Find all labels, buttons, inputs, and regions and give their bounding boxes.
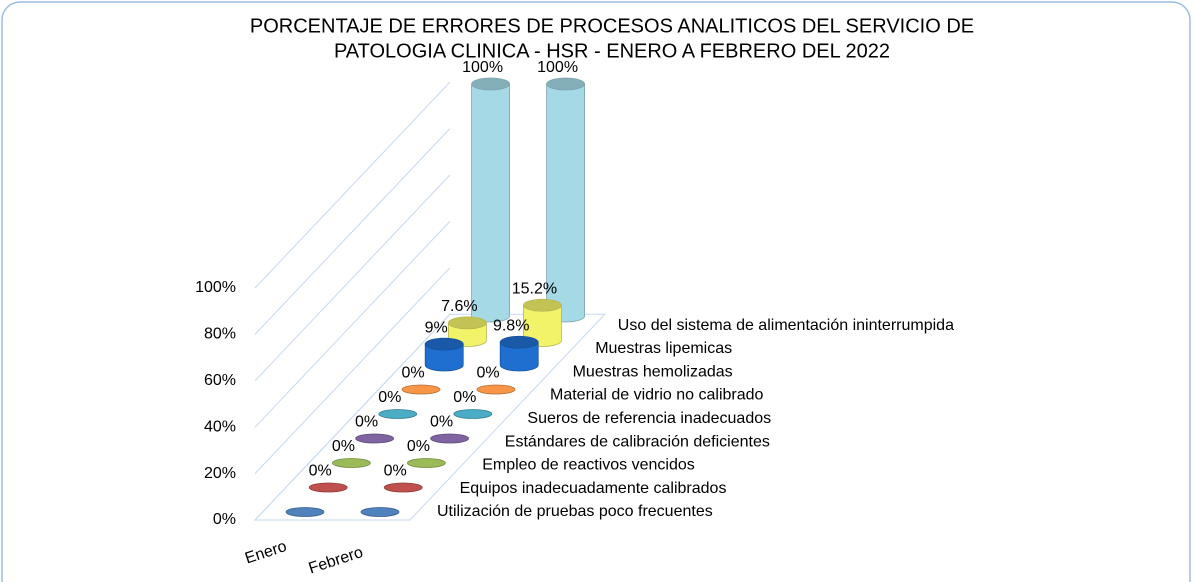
cylinder bbox=[476, 384, 516, 395]
cylinder bbox=[430, 433, 470, 444]
cylinder bbox=[308, 482, 348, 493]
cylinder-top bbox=[453, 409, 493, 419]
cylinder bbox=[471, 77, 511, 323]
cylinder bbox=[285, 507, 325, 517]
cylinder-body bbox=[471, 83, 510, 323]
y-tick-label: 80% bbox=[204, 326, 236, 343]
legend-label: Empleo de reactivos vencidos bbox=[482, 457, 695, 474]
cylinder-top bbox=[471, 77, 511, 91]
grid-line bbox=[254, 174, 451, 382]
data-label: 9.8% bbox=[493, 317, 529, 334]
data-label: 0% bbox=[378, 389, 401, 406]
cylinder bbox=[331, 458, 371, 468]
data-label: 0% bbox=[407, 438, 430, 455]
cylinder bbox=[406, 458, 446, 468]
cylinder-top bbox=[499, 335, 539, 349]
legend-label: Estándares de calibración deficientes bbox=[505, 433, 770, 450]
grid-line bbox=[254, 81, 451, 289]
cylinder bbox=[424, 337, 464, 372]
data-label: 15.2% bbox=[512, 280, 557, 297]
cylinder-top bbox=[308, 482, 348, 493]
data-label: 0% bbox=[430, 414, 453, 431]
y-tick-label: 20% bbox=[204, 465, 236, 482]
cylinder bbox=[447, 316, 487, 347]
y-tick-label: 60% bbox=[204, 372, 236, 389]
y-tick-label: 100% bbox=[195, 279, 236, 296]
data-label: 9% bbox=[425, 319, 448, 336]
legend-label: Muestras hemolizadas bbox=[573, 363, 733, 380]
data-label: 0% bbox=[476, 365, 499, 382]
cylinder-top bbox=[360, 507, 400, 517]
grid-line bbox=[254, 221, 451, 428]
data-label: 0% bbox=[355, 414, 378, 431]
cylinder bbox=[453, 409, 493, 419]
cylinder bbox=[401, 384, 441, 395]
y-tick-label: 40% bbox=[204, 418, 236, 435]
cylinder bbox=[378, 409, 418, 419]
y-tick-label: 0% bbox=[213, 511, 236, 528]
cylinder-top bbox=[378, 409, 418, 419]
data-label: 100% bbox=[462, 59, 503, 76]
cylinder-top bbox=[546, 77, 585, 91]
cylinder-top bbox=[447, 316, 487, 330]
cylinder-top bbox=[424, 337, 464, 351]
cylinder-body bbox=[424, 343, 464, 372]
chart-title: PATOLOGIA CLINICA - HSR - ENERO A FEBRER… bbox=[334, 40, 890, 62]
legend-label: Sueros de referencia inadecuados bbox=[527, 410, 771, 427]
legend-label: Equipos inadecuadamente calibrados bbox=[460, 480, 727, 497]
data-label: 0% bbox=[453, 389, 476, 406]
legend-label: Uso del sistema de alimentación ininterr… bbox=[618, 317, 954, 334]
data-label: 0% bbox=[401, 365, 424, 382]
legend-label: Muestras lipemicas bbox=[595, 340, 732, 357]
data-label: 0% bbox=[332, 438, 355, 455]
cylinder-top bbox=[285, 507, 325, 517]
cylinder bbox=[499, 335, 539, 372]
cylinder-top bbox=[355, 433, 395, 444]
data-label: 0% bbox=[309, 463, 332, 480]
cylinder-top bbox=[383, 482, 423, 493]
data-label: 0% bbox=[384, 463, 407, 480]
cylinder-top bbox=[430, 433, 470, 444]
data-label: 7.6% bbox=[441, 298, 477, 315]
cylinder-top bbox=[401, 384, 441, 395]
cylinder bbox=[383, 482, 423, 493]
legend-label: Material de vidrio no calibrado bbox=[550, 387, 764, 404]
data-label: 100% bbox=[537, 59, 578, 76]
grid-line bbox=[254, 128, 451, 335]
grid-line bbox=[254, 313, 451, 521]
chart-title: PORCENTAJE DE ERRORES DE PROCESOS ANALIT… bbox=[250, 15, 974, 37]
cylinder-top bbox=[406, 458, 446, 468]
cylinder-top bbox=[476, 384, 516, 395]
cylinder bbox=[360, 507, 400, 517]
cylinder bbox=[355, 433, 395, 444]
grid-line bbox=[254, 267, 451, 474]
cylinder-top bbox=[523, 298, 562, 312]
legend-label: Utilización de pruebas poco frecuentes bbox=[437, 503, 713, 520]
cylinder-body bbox=[499, 341, 539, 372]
cylinder-top bbox=[331, 458, 371, 468]
